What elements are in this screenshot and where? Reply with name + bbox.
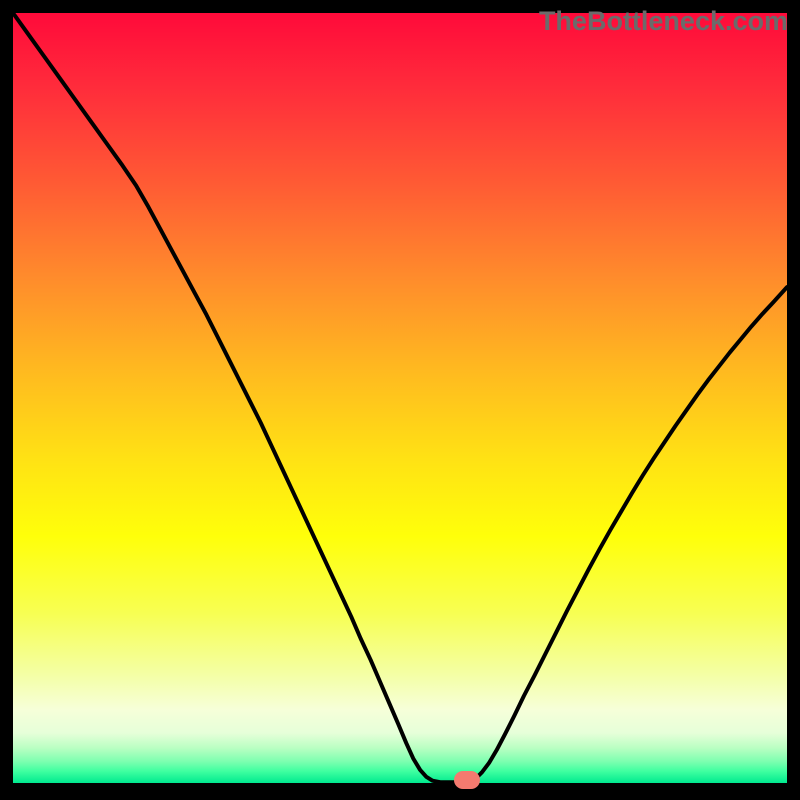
watermark-text: TheBottleneck.com xyxy=(539,6,788,37)
optimal-marker xyxy=(454,771,480,789)
plot-area xyxy=(13,13,787,783)
gradient-background xyxy=(13,13,787,783)
